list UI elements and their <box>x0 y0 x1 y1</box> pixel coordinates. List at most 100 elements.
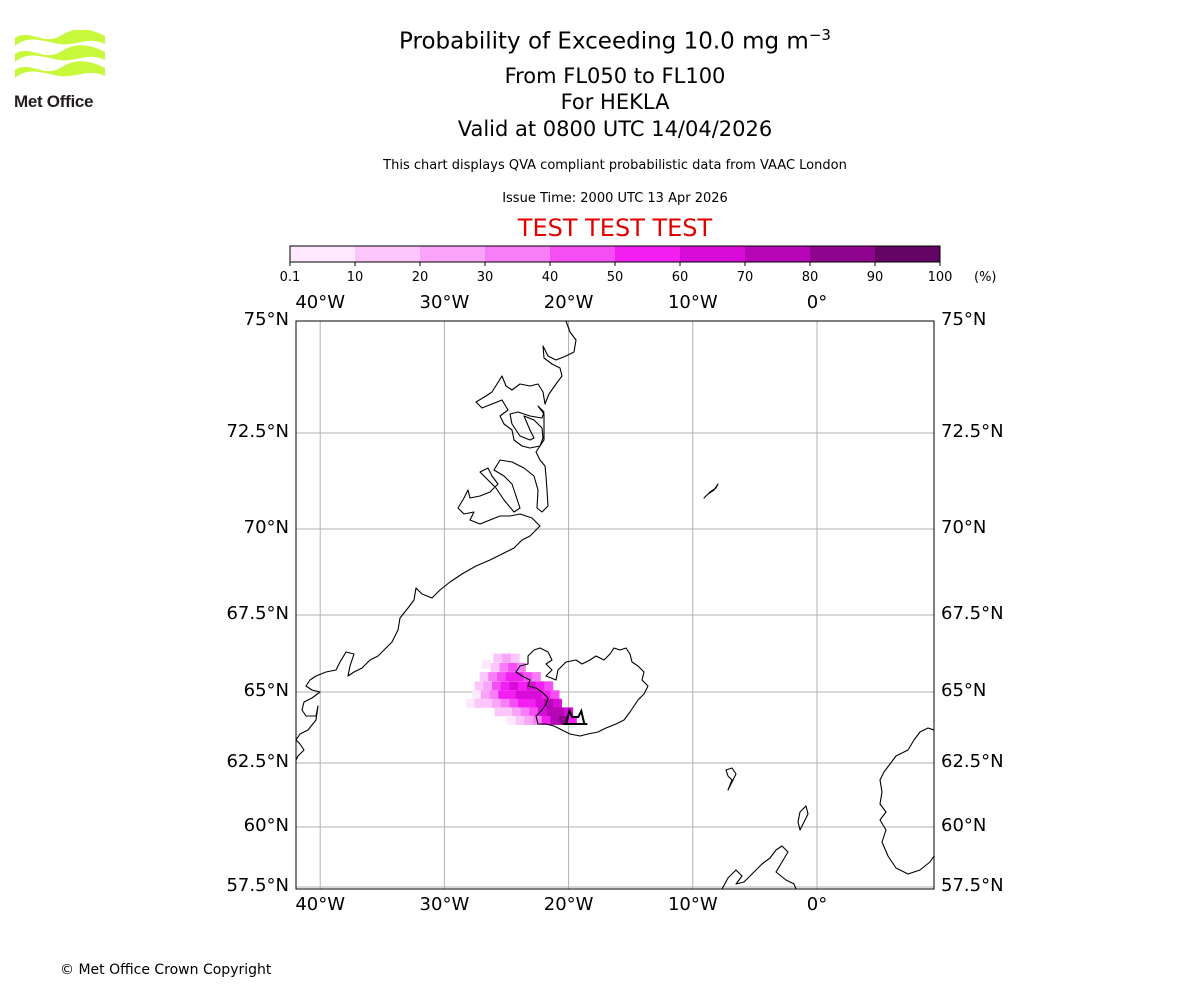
longitude-label-top: 40°W <box>295 292 346 313</box>
plume-cell <box>524 690 534 700</box>
plume-cell <box>499 662 509 672</box>
plume-cell <box>508 662 518 672</box>
plume-cell <box>515 715 525 725</box>
plume-cell <box>474 698 484 708</box>
plume-cell <box>546 707 556 717</box>
plume-cell <box>488 672 498 682</box>
plume-cell <box>518 698 528 708</box>
plume-cell <box>533 690 543 700</box>
plume-cell <box>502 653 511 663</box>
colorbar-unit: (%) <box>974 270 997 285</box>
plume-cell <box>480 690 490 700</box>
longitude-label-bottom: 0° <box>806 894 828 915</box>
latitude-label-right: 57.5°N <box>941 875 1004 896</box>
longitude-label-bottom: 30°W <box>419 894 470 915</box>
shetland-coastline <box>797 805 809 831</box>
plume-cell <box>500 681 510 691</box>
latitude-label-right: 70°N <box>941 517 987 538</box>
longitude-label-bottom: 10°W <box>667 894 718 915</box>
greenland-coastline <box>296 321 577 761</box>
plume-cell <box>567 715 577 725</box>
met-office-logo: Met Office <box>14 30 110 114</box>
issue-time: Issue Time: 2000 UTC 13 Apr 2026 <box>502 191 728 206</box>
colorbar-tick-label: 0.1 <box>279 270 301 285</box>
map-frame <box>295 320 935 890</box>
plume-cell <box>544 698 554 708</box>
colorbar-tick-label: 40 <box>541 270 559 285</box>
plume-cell <box>524 715 534 725</box>
scotland-coastline <box>721 845 797 889</box>
colorbar-tick-label: 70 <box>736 270 754 285</box>
plume-cell <box>506 690 516 700</box>
longitude-label-top: 20°W <box>543 292 594 313</box>
plume-cell <box>494 707 504 717</box>
latitude-label-left: 62.5°N <box>226 751 289 772</box>
latitude-label-left: 60°N <box>243 815 289 836</box>
longitude-label-bottom: 40°W <box>295 894 346 915</box>
jan-mayen-coastline <box>703 483 719 499</box>
latitude-label-left: 65°N <box>243 680 289 701</box>
latitude-label-right: 60°N <box>941 815 987 836</box>
colorbar-tick-label: 100 <box>927 270 953 285</box>
longitude-label-bottom: 20°W <box>543 894 594 915</box>
plume-cell <box>535 698 545 708</box>
plume-cell <box>523 672 533 682</box>
plume-cell <box>506 715 516 725</box>
validity-time: Valid at 0800 UTC 14/04/2026 <box>457 117 773 141</box>
latitude-label-right: 65°N <box>941 680 987 701</box>
plume-cell <box>503 707 513 717</box>
plume-cell <box>490 662 500 672</box>
plume-cell <box>489 690 499 700</box>
plume-cell <box>505 672 515 682</box>
flight-level-range: From FL050 to FL100 <box>504 64 726 88</box>
plume-cell <box>550 690 560 700</box>
latitude-label-left: 72.5°N <box>226 421 289 442</box>
plume-cell <box>515 690 525 700</box>
volcano-icon <box>563 708 588 725</box>
faroe-coastline <box>725 767 737 791</box>
plume-cell <box>510 653 520 663</box>
plume-cell <box>492 681 502 691</box>
plume-cell <box>538 707 548 717</box>
plume-cell <box>514 672 524 682</box>
colorbar-tick-label: 10 <box>346 270 364 285</box>
plume-cell <box>518 681 528 691</box>
latitude-label-left: 57.5°N <box>226 875 289 896</box>
plume-cell <box>552 698 562 708</box>
plume-cell <box>497 672 507 682</box>
chart-description: This chart displays QVA compliant probab… <box>383 158 847 173</box>
logo-wordmark: Met Office <box>14 92 94 111</box>
plume-cell <box>520 707 530 717</box>
latitude-label-right: 62.5°N <box>941 751 1004 772</box>
plume-cell <box>511 707 521 717</box>
plume-cell <box>516 662 526 672</box>
latitude-label-right: 67.5°N <box>941 603 1004 624</box>
plume-cell <box>482 659 492 669</box>
test-banner: TEST TEST TEST <box>517 214 713 242</box>
plume-cell <box>541 690 551 700</box>
plume-cell <box>535 681 545 691</box>
plume-cell <box>531 672 541 682</box>
plume-cell <box>526 681 536 691</box>
latitude-label-right: 75°N <box>941 309 987 330</box>
plume-cell <box>541 715 551 725</box>
plume-cell <box>498 690 508 700</box>
copyright-footer: © Met Office Crown Copyright <box>60 962 272 978</box>
plume-cell <box>472 690 482 700</box>
colorbar-tick-label: 50 <box>606 270 624 285</box>
plume-cell <box>509 681 519 691</box>
plume-cell <box>544 681 554 691</box>
plume-cell <box>483 681 493 691</box>
longitude-label-top: 0° <box>806 292 828 313</box>
colorbar-tick-label: 20 <box>411 270 429 285</box>
volcano-name-title: For HEKLA <box>560 90 670 114</box>
iceland-coastline <box>515 647 649 737</box>
plume-cell <box>493 653 503 663</box>
plume-cell <box>550 715 560 725</box>
plume-cell <box>559 715 569 725</box>
plume-cell <box>529 707 539 717</box>
plume-cell <box>492 698 502 708</box>
norway-coastline <box>879 727 934 875</box>
plume-cell <box>500 698 510 708</box>
